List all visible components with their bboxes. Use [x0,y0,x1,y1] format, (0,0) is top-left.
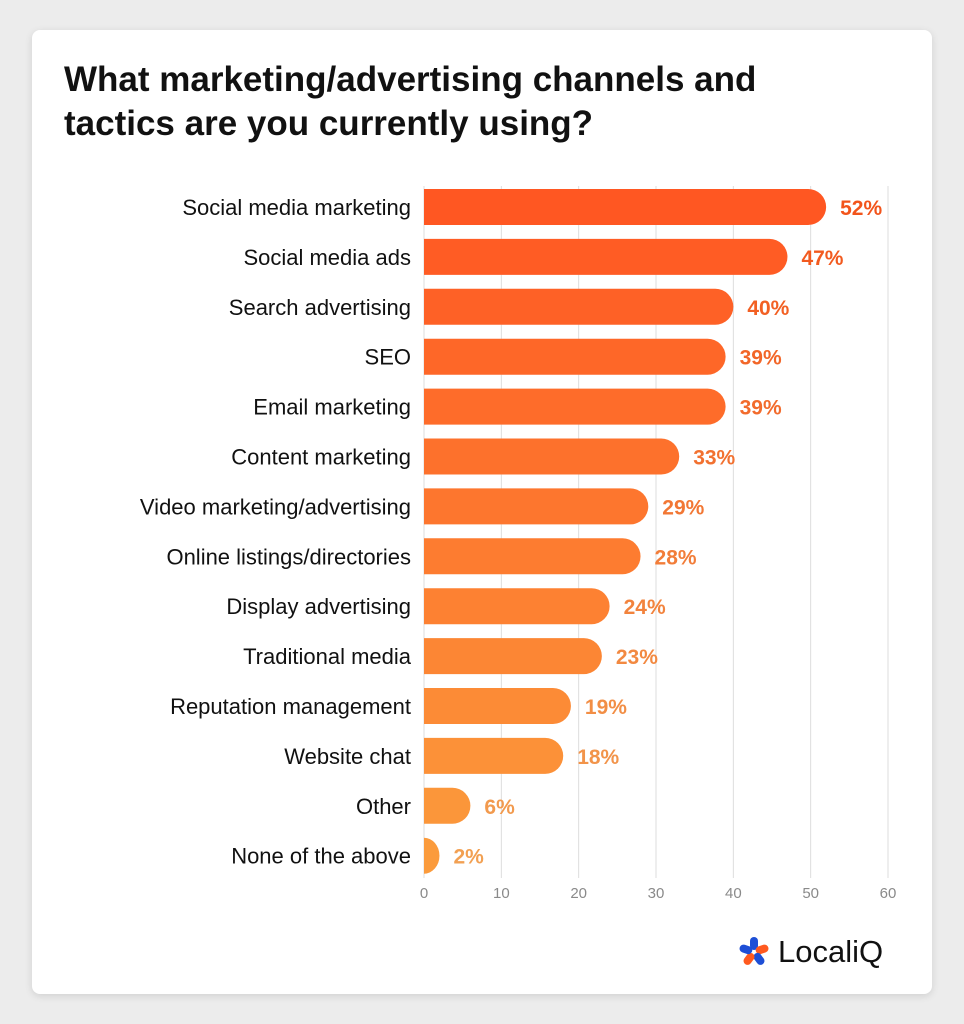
value-label: 29% [662,496,704,519]
category-label: Other [356,794,411,819]
bar [424,588,610,625]
bar [424,837,440,874]
bar [424,737,564,774]
x-tick-label: 10 [493,885,510,902]
bar [424,438,680,475]
chart-title: What marketing/advertising channels and … [64,60,757,143]
value-label: 39% [740,347,782,370]
category-label: Social media marketing [182,195,411,220]
category-label: Email marketing [253,395,411,420]
category-label: Social media ads [243,245,411,270]
bar [424,189,827,225]
category-label: SEO [365,345,411,370]
value-label: 28% [655,546,697,569]
category-label: Reputation management [170,694,411,719]
category-label: Content marketing [231,445,411,470]
value-label: 2% [453,846,484,869]
x-tick-label: 30 [648,885,665,902]
x-tick-label: 0 [420,885,428,902]
value-label: 40% [747,297,789,320]
x-tick-label: 60 [880,885,897,902]
value-label: 23% [616,646,658,669]
localiq-asterisk-icon [739,937,769,965]
category-label: Video marketing/advertising [140,494,411,519]
category-label: Online listings/directories [166,544,411,569]
bar [424,787,471,824]
bar [424,538,641,575]
value-label: 24% [624,596,666,619]
category-label: Display advertising [226,594,411,619]
bar [424,338,726,375]
value-label: 52% [840,197,882,220]
category-label: Website chat [284,744,411,769]
bar [424,688,571,724]
x-tick-label: 50 [802,885,819,902]
bar [424,288,734,325]
x-tick-label: 40 [725,885,742,902]
bar [424,638,602,675]
brand-logo: LocaliQ [738,932,883,972]
bar [424,388,726,425]
category-label: Search advertising [229,295,411,320]
bar [424,238,788,275]
value-label: 6% [484,796,515,819]
category-label: None of the above [231,844,411,869]
x-tick-label: 20 [570,885,587,902]
brand-name: LocaliQ [778,934,884,969]
value-label: 18% [577,746,619,769]
value-label: 47% [801,247,843,270]
value-label: 19% [585,696,627,719]
bar [424,488,649,525]
value-label: 33% [693,447,735,470]
value-label: 39% [740,397,782,420]
category-label: Traditional media [243,644,412,669]
